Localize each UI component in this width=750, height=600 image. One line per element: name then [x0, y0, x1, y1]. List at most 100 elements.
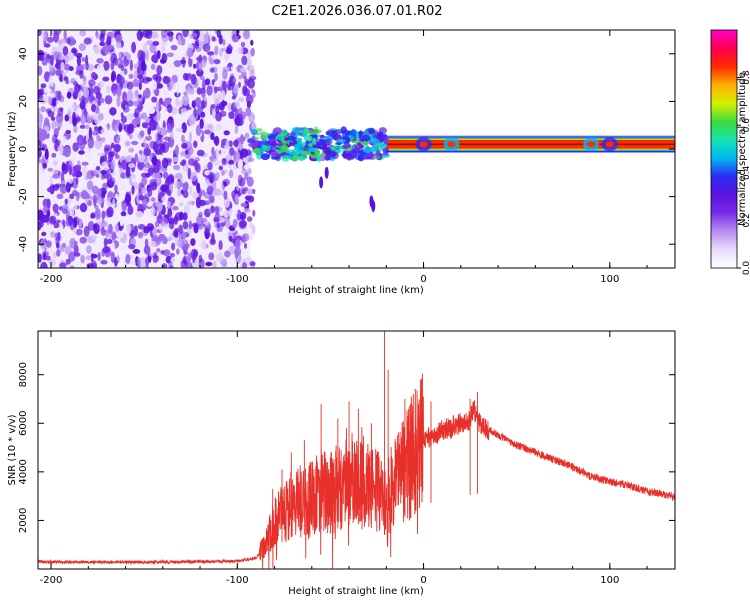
- noise-speckle: [252, 188, 256, 195]
- noise-speckle: [136, 256, 141, 267]
- noise-speckle: [244, 172, 249, 181]
- noise-speckle: [220, 147, 225, 157]
- noise-speckle: [167, 208, 173, 218]
- noise-speckle: [213, 246, 220, 256]
- noise-speckle: [116, 230, 124, 239]
- noise-speckle: [242, 233, 250, 242]
- noise-speckle: [182, 221, 189, 230]
- noise-speckle: [225, 139, 230, 150]
- noise-speckle: [45, 255, 51, 261]
- noise-speckle: [167, 136, 175, 148]
- noise-speckle: [241, 55, 248, 66]
- spectrogram-x-tick-label: 0: [420, 274, 426, 285]
- snr-x-tick-label: -100: [226, 575, 249, 586]
- noise-speckle: [191, 75, 197, 85]
- noise-speckle: [202, 79, 206, 91]
- noise-speckle: [181, 143, 188, 149]
- noise-speckle: [114, 184, 118, 192]
- noise-speckle: [44, 117, 50, 127]
- noise-speckle: [182, 190, 189, 199]
- noise-speckle: [125, 157, 131, 163]
- noise-speckle: [78, 218, 82, 228]
- noise-speckle: [163, 171, 169, 180]
- noise-speckle: [130, 172, 137, 183]
- noise-speckle: [244, 132, 250, 139]
- noise-speckle: [118, 180, 126, 192]
- noise-speckle: [56, 193, 64, 199]
- noise-speckle: [48, 258, 56, 267]
- noise-speckle: [50, 105, 58, 112]
- noise-speckle: [75, 177, 79, 184]
- noise-speckle: [38, 253, 42, 263]
- noise-speckle: [182, 72, 189, 81]
- noise-speckle: [227, 83, 235, 91]
- noise-speckle: [194, 159, 198, 171]
- noise-speckle: [38, 107, 42, 116]
- noise-speckle: [186, 47, 194, 58]
- noise-speckle: [167, 104, 173, 114]
- noise-speckle: [138, 150, 143, 155]
- noise-speckle: [64, 114, 70, 122]
- noise-speckle: [176, 83, 180, 94]
- signal-blob: [379, 143, 387, 150]
- noise-speckle: [216, 252, 224, 261]
- noise-speckle: [101, 137, 106, 143]
- signal-blob: [271, 153, 276, 158]
- snr-y-tick-label: 4000: [18, 459, 29, 484]
- noise-speckle: [238, 75, 243, 80]
- noise-speckle: [80, 190, 89, 200]
- noise-speckle: [55, 69, 61, 76]
- noise-speckle: [54, 183, 62, 188]
- noise-speckle: [229, 208, 233, 216]
- noise-speckle: [222, 69, 228, 80]
- noise-speckle: [52, 97, 56, 108]
- noise-speckle: [64, 198, 68, 205]
- signal-blob: [362, 140, 370, 146]
- noise-speckle: [195, 97, 202, 106]
- signal-blob: [272, 127, 283, 135]
- noise-speckle: [171, 51, 180, 59]
- noise-speckle: [124, 140, 131, 147]
- noise-speckle: [38, 139, 42, 150]
- signal-blob: [358, 130, 363, 137]
- noise-speckle: [72, 142, 79, 152]
- noise-speckle: [135, 210, 144, 218]
- signal-blob: [365, 153, 375, 158]
- noise-speckle: [86, 114, 92, 125]
- noise-speckle: [183, 163, 187, 173]
- noise-speckle: [152, 41, 160, 46]
- noise-speckle: [145, 49, 150, 61]
- noise-speckle: [182, 94, 190, 106]
- noise-speckle: [166, 189, 172, 197]
- noise-speckle: [147, 223, 153, 228]
- noise-speckle: [102, 76, 110, 82]
- noise-speckle: [128, 244, 136, 250]
- noise-speckle: [139, 257, 146, 267]
- noise-speckle: [250, 88, 255, 93]
- snr-x-tick-label: 100: [600, 575, 619, 586]
- noise-speckle: [231, 223, 238, 228]
- noise-speckle: [40, 83, 47, 89]
- signal-blob: [266, 132, 271, 136]
- noise-speckle: [182, 30, 189, 38]
- signal-streak: [319, 176, 324, 189]
- noise-speckle: [125, 193, 131, 205]
- noise-speckle: [185, 89, 189, 96]
- noise-speckle: [118, 126, 123, 132]
- signal-blob: [342, 151, 347, 159]
- noise-speckle: [42, 252, 47, 261]
- noise-speckle: [192, 253, 196, 264]
- noise-speckle: [76, 191, 80, 202]
- noise-speckle: [243, 75, 248, 85]
- noise-speckle: [59, 74, 63, 83]
- noise-speckle: [47, 187, 54, 193]
- noise-speckle: [216, 194, 223, 201]
- noise-speckle: [182, 212, 188, 221]
- noise-speckle: [69, 238, 77, 249]
- noise-speckle: [79, 202, 88, 213]
- noise-speckle: [102, 182, 108, 191]
- noise-speckle: [99, 97, 105, 104]
- noise-speckle: [174, 228, 180, 233]
- noise-speckle: [205, 261, 213, 267]
